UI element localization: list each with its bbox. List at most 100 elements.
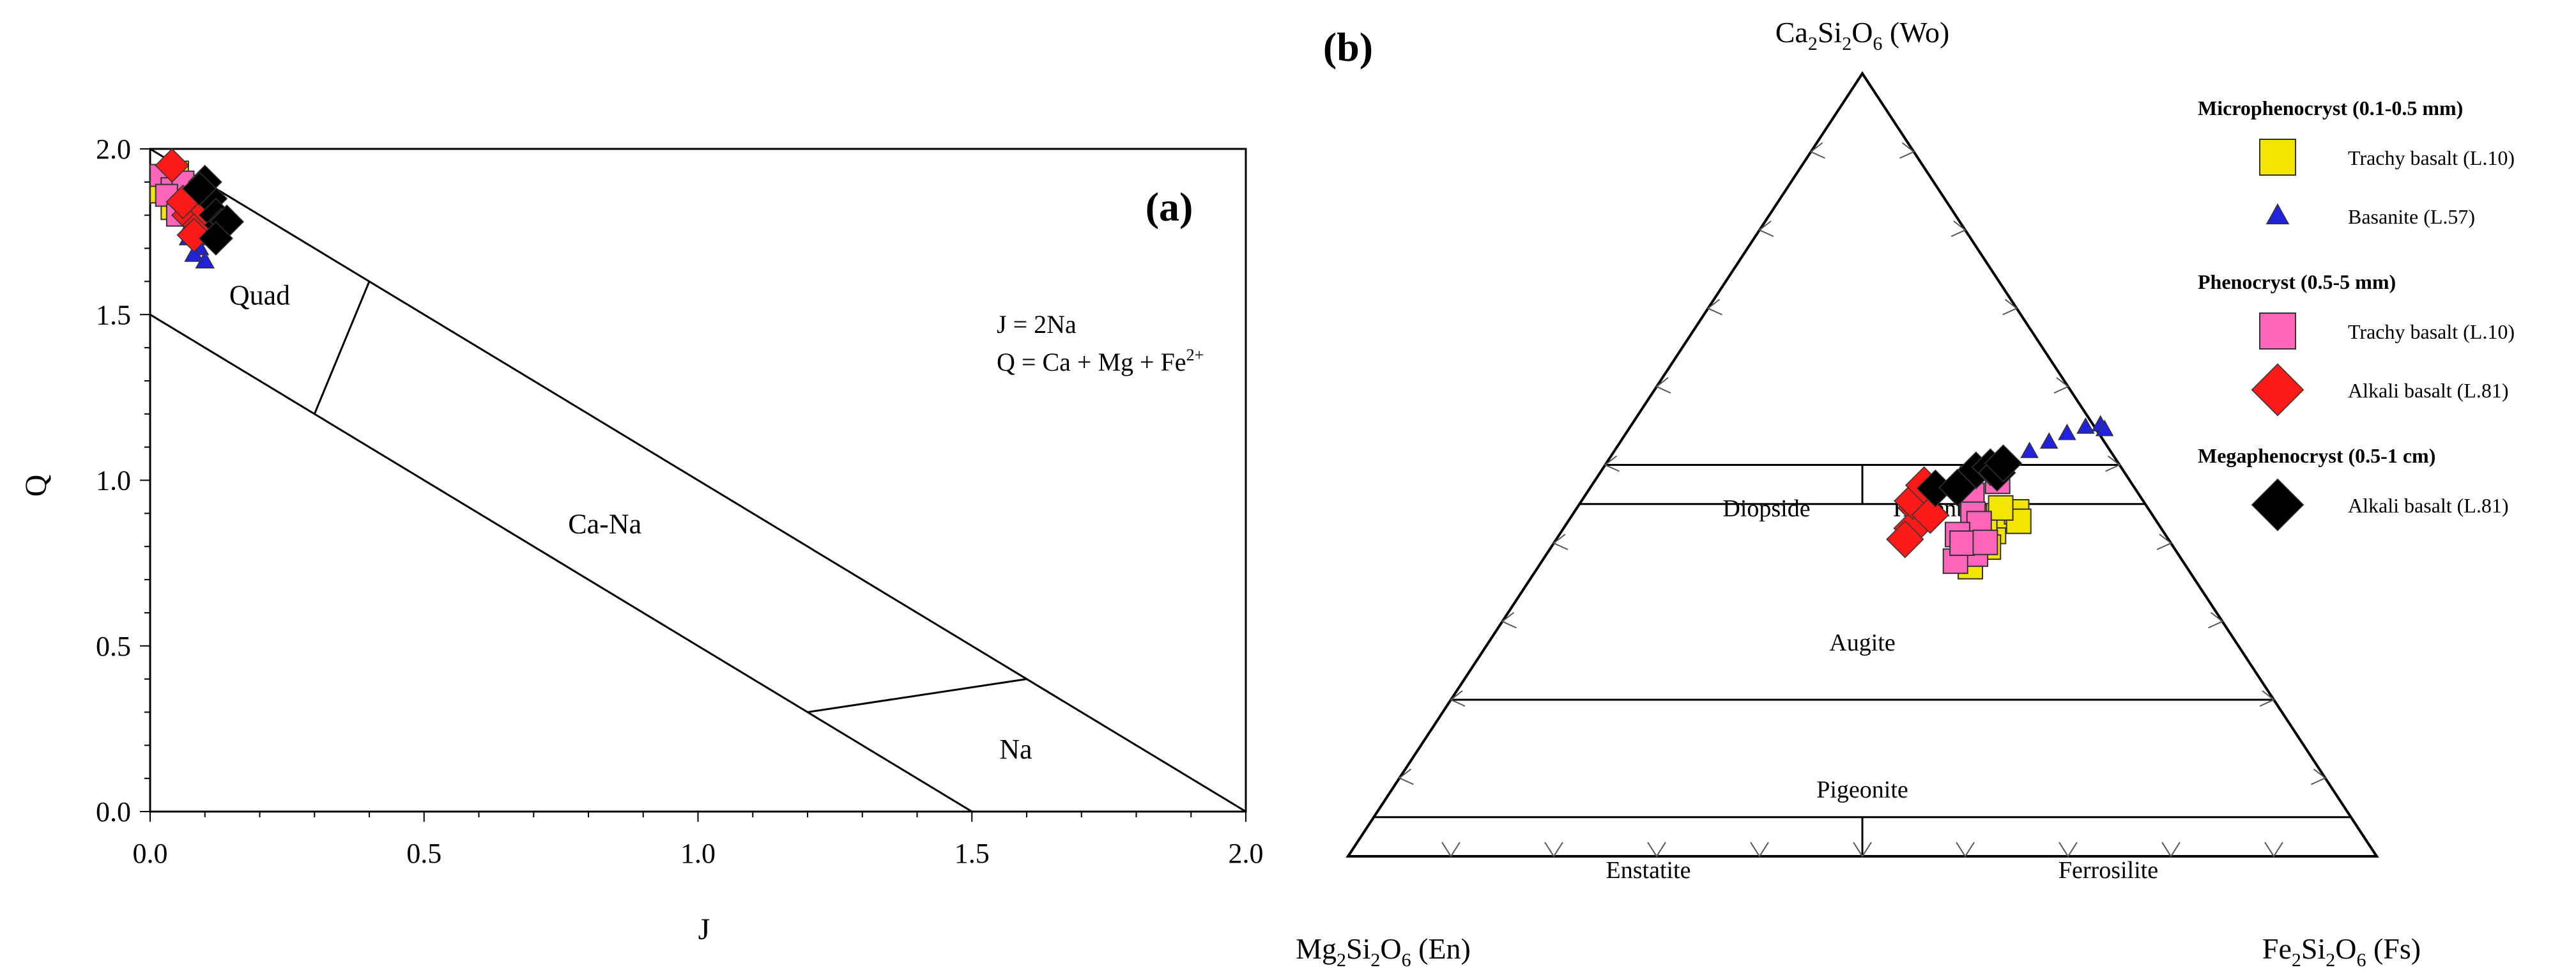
tick-right [2156, 534, 2172, 550]
vertex-label-part: Mg [1296, 932, 1337, 965]
y-axis-label: Q [19, 475, 53, 497]
y-tick-label: 0.0 [96, 796, 131, 828]
y-tick-label: 2.0 [96, 134, 131, 165]
tick-left [1604, 455, 1620, 472]
ternary-data-points [1886, 415, 2114, 580]
vertex-label-part: 2 [1337, 950, 1346, 971]
vertex-label-part: 2 [1370, 950, 1380, 971]
data-point [1972, 529, 1998, 555]
legend-marker [2259, 312, 2296, 350]
vertex-label-part: Si [2301, 932, 2326, 965]
data-point [2058, 423, 2076, 440]
equation-j: J = 2Na [997, 310, 1077, 339]
legend-item-label: Trachy basalt (L.10) [2348, 320, 2515, 343]
data-point [1886, 520, 1924, 559]
legend-group-title: Microphenocryst (0.1-0.5 mm) [2198, 96, 2463, 119]
tick-right [2105, 455, 2121, 472]
data-point [182, 171, 217, 206]
pyroxene-ternary-panel: Diopside HedenbergiteAugitePigeoniteEnsta… [1296, 16, 2421, 971]
tick-right [2208, 612, 2224, 629]
vertex-label-part: 2 [1842, 33, 1851, 54]
tick-left [1706, 298, 1722, 316]
field-line-0 [150, 148, 1246, 813]
tick-right [1951, 220, 1966, 237]
equation-q: Q = Ca + Mg + Fe2+ [997, 346, 1204, 376]
data-point [2076, 417, 2095, 434]
panel-label-a: (a) [1146, 184, 1193, 229]
legend-marker [2259, 139, 2296, 176]
vertex-label-en: Mg2Si2O6 (En) [1296, 932, 1471, 971]
tick-left [1450, 690, 1466, 707]
vertex-label-part: 6 [1873, 33, 1882, 54]
legend-item-label: Alkali basalt (L.81) [2348, 494, 2508, 517]
vertex-label-part: O [1851, 16, 1873, 49]
field-label-diopside: Diopside [1722, 495, 1810, 522]
legend-marker [2251, 363, 2304, 417]
tick-left [1758, 220, 1774, 237]
tick-bottom [1853, 842, 1872, 858]
x-axis-label: J [698, 913, 710, 946]
vertex-label-part: 2 [1808, 33, 1818, 54]
panel-label-b: (b) [1323, 24, 1373, 70]
vertex-label-part: O [1380, 932, 1401, 965]
vertex-label-wo: Ca2Si2O6 (Wo) [1775, 16, 1950, 54]
jq-diagram-panel: Quad Ca-Na Na 0.0 0.5 1.0 1.5 2.0 0.0 0.5 1.0 1.5 2… [19, 134, 1264, 946]
x-tick-label: 0.5 [406, 838, 441, 869]
equation-superscript: 2+ [1186, 346, 1204, 364]
x-tick-label: 0.0 [133, 838, 168, 869]
vertex-label-part: Si [1346, 932, 1370, 965]
legend-item-label: Basanite (L.57) [2348, 205, 2475, 228]
data-points [150, 148, 245, 269]
legend-marker [2266, 203, 2290, 224]
tick-bottom [2058, 842, 2078, 858]
tick-right [2002, 298, 2018, 316]
data-point [155, 148, 190, 183]
tick-bottom [1544, 842, 1563, 858]
series-alkali_mega [182, 164, 245, 256]
series-alkali_pheno [1886, 466, 1949, 559]
data-point [184, 244, 204, 262]
vertex-label-part: (En) [1411, 932, 1471, 965]
legend-marker [2251, 478, 2304, 532]
vertex-label-part: 6 [1402, 950, 1411, 971]
tick-right [2311, 768, 2327, 785]
field-line-1 [150, 313, 973, 813]
legend-group-title: Megaphenocryst (0.5-1 cm) [2198, 444, 2435, 467]
vertex-label-part: 2 [2292, 950, 2301, 971]
vertex-label-part: (Fs) [2366, 932, 2421, 965]
tick-left [1655, 377, 1671, 394]
vertex-label-part: O [2335, 932, 2356, 965]
data-point [1984, 444, 2023, 482]
series-alkali_mega [1916, 444, 2023, 507]
y-tick-label: 1.0 [96, 465, 131, 497]
tick-bottom [1647, 842, 1666, 858]
field-label-quad: Quad [229, 280, 290, 311]
legend-group-title: Phenocryst (0.5-5 mm) [2198, 270, 2396, 293]
vertex-label-part: (Wo) [1882, 16, 1949, 49]
legend-item-label: Trachy basalt (L.10) [2348, 146, 2515, 169]
data-point [2039, 432, 2058, 449]
y-tick-label: 1.5 [96, 299, 131, 330]
data-point [1949, 530, 1975, 556]
field-label-ferrosilite: Ferrosilite [2058, 857, 2158, 884]
legend-item-label: Alkali basalt (L.81) [2348, 379, 2508, 402]
data-point [2005, 508, 2032, 534]
tick-left [1809, 142, 1825, 159]
tick-right [2259, 690, 2275, 707]
tick-bottom [2161, 842, 2181, 858]
tick-right [1899, 142, 1915, 159]
field-boundaries: Quad Ca-Na Na [150, 148, 1246, 813]
vertex-label-part: Ca [1775, 16, 1808, 49]
field-label-ca-na: Ca-Na [568, 508, 641, 539]
vertex-label-part: Si [1818, 16, 1842, 49]
tick-left [1552, 534, 1568, 550]
tick-bottom [1441, 842, 1460, 858]
tick-bottom [1750, 842, 1769, 858]
data-point [1911, 496, 1949, 534]
data-point [1938, 468, 1977, 507]
ternary-fields: Diopside HedenbergiteAugitePigeoniteEnsta… [1346, 71, 2379, 884]
data-point [1988, 495, 2014, 521]
vertex-label-part: 2 [2326, 950, 2335, 971]
vertex-label-part: Fe [2262, 932, 2292, 965]
tick-right [2053, 377, 2069, 394]
